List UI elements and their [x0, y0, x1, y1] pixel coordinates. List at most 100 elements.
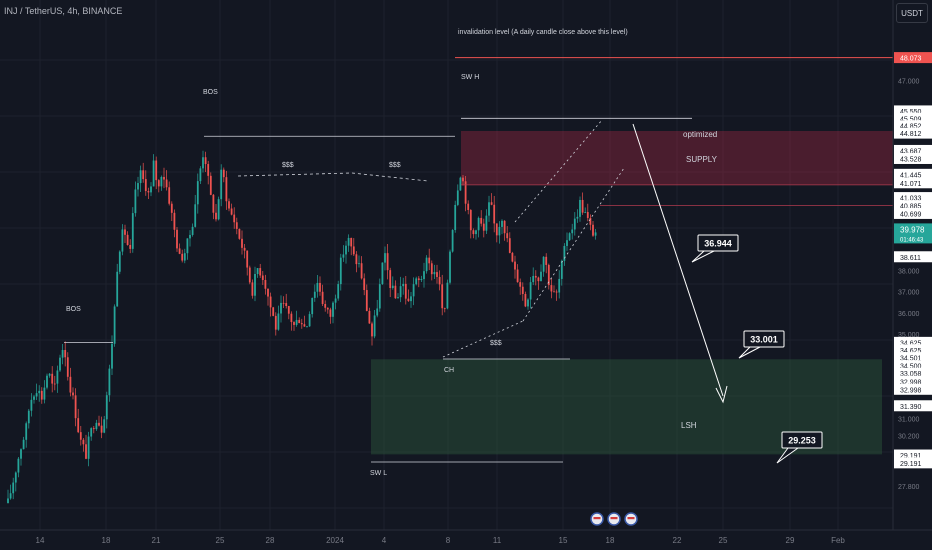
- time-tick-label: 29: [786, 536, 795, 545]
- price-axis[interactable]: 47.000 38.000 37.000 36.000 35.000 31.000 30.2…: [892, 0, 932, 550]
- candle-series: [7, 150, 597, 504]
- candle-body: [399, 286, 402, 298]
- candle-body: [235, 222, 238, 229]
- candle-body: [87, 436, 90, 459]
- price-tag-label[interactable]: 34.501: [900, 356, 922, 363]
- candle-body: [183, 253, 186, 261]
- flag-stripe: [627, 517, 635, 520]
- price-tag-label[interactable]: 34.625: [900, 348, 922, 355]
- candle-body: [373, 315, 376, 337]
- candle-body: [241, 238, 243, 248]
- price-tag-box: [894, 200, 932, 212]
- candle-body: [454, 204, 457, 231]
- price-tag-label[interactable]: 44.812: [900, 131, 922, 138]
- candle-body: [368, 310, 371, 324]
- candle-body: [495, 223, 498, 236]
- candle-body: [168, 187, 171, 204]
- price-tag-label[interactable]: 33.058: [900, 371, 922, 378]
- supply-zone[interactable]: [461, 131, 893, 185]
- candle-body: [342, 254, 345, 258]
- candle-body: [207, 164, 210, 176]
- price-tag-label[interactable]: 45.550: [900, 109, 922, 116]
- candle-body: [417, 278, 420, 281]
- price-tag-label[interactable]: 32.998: [900, 387, 922, 394]
- channel-lower-line[interactable]: [522, 167, 625, 322]
- target-callout-box[interactable]: [697, 234, 739, 252]
- candle-body: [514, 261, 516, 270]
- candle-body: [92, 428, 95, 430]
- price-tag-label[interactable]: 38.611: [900, 255, 921, 262]
- candle-body: [558, 278, 561, 293]
- current-price-label: 39.978: [900, 225, 925, 234]
- target-callout-pointer: [691, 250, 715, 263]
- price-tag-label[interactable]: 43.687: [900, 148, 922, 155]
- candle-body: [220, 169, 223, 200]
- price-tag-label[interactable]: 45.509: [900, 116, 922, 123]
- candle-body: [285, 303, 288, 307]
- liquidity-line[interactable]: [237, 172, 429, 182]
- supply-zone-label: optimized: [683, 130, 717, 139]
- candle-body: [233, 214, 236, 223]
- price-tag-label[interactable]: 48.073: [900, 56, 922, 63]
- currency-button[interactable]: USDT: [896, 3, 928, 23]
- current-price-tag[interactable]: [894, 223, 932, 244]
- candle-body: [238, 228, 241, 239]
- candle-body: [584, 212, 587, 213]
- price-tag-label[interactable]: 34.625: [900, 340, 922, 347]
- price-tag-label[interactable]: 41.071: [900, 181, 922, 188]
- price-tag-label[interactable]: 40.885: [900, 204, 922, 211]
- candle-body: [360, 263, 363, 279]
- candle-body: [274, 315, 277, 330]
- drawing-layer[interactable]: invalidation level (A daily candle close…: [64, 29, 893, 477]
- candle-body: [321, 291, 324, 304]
- price-tag-label[interactable]: 29.191: [900, 461, 922, 468]
- candle-body: [389, 270, 392, 289]
- candle-body: [430, 263, 433, 275]
- price-tick-label: 31.000: [898, 416, 920, 423]
- price-tag-box: [894, 457, 932, 469]
- swing-high-label: SW H: [461, 74, 479, 81]
- target-callout-label[interactable]: 29.253: [788, 436, 816, 446]
- price-tag-label[interactable]: 34.500: [900, 364, 922, 371]
- candle-body: [248, 267, 251, 283]
- candle-body: [592, 224, 594, 236]
- candle-body: [376, 308, 379, 316]
- price-tag-label[interactable]: 40.699: [900, 211, 922, 218]
- price-tick-label: 35.000: [898, 332, 920, 339]
- candle-body: [290, 313, 293, 323]
- price-tag-label[interactable]: 44.852: [900, 124, 922, 131]
- channel-upper-line[interactable]: [514, 119, 603, 223]
- candle-body: [155, 160, 158, 181]
- candle-body: [25, 423, 28, 440]
- price-tag-label[interactable]: 29.191: [900, 453, 922, 460]
- candle-body: [477, 217, 480, 231]
- target-callout-label[interactable]: 33.001: [750, 335, 778, 345]
- price-tag-box: [894, 152, 932, 164]
- event-markers[interactable]: [590, 512, 638, 526]
- candle-body: [261, 275, 264, 280]
- flag-stripe: [593, 517, 601, 520]
- candle-body: [540, 271, 542, 282]
- candle-body: [103, 419, 106, 433]
- projection-arrow-line[interactable]: [632, 123, 724, 397]
- price-tag-box: [894, 120, 932, 132]
- candle-body: [254, 273, 256, 296]
- time-tick-label: 4: [382, 536, 387, 545]
- price-tag-label[interactable]: 31.390: [900, 404, 922, 411]
- target-callout-box[interactable]: [743, 330, 785, 348]
- price-tag-label[interactable]: 41.445: [900, 172, 922, 179]
- time-axis[interactable]: 14 18 21 25 28 2024 4 8 11 15 18 22 25 29 Feb: [0, 529, 932, 545]
- price-tag-label[interactable]: 41.033: [900, 196, 922, 203]
- price-tag-label[interactable]: 43.528: [900, 156, 922, 163]
- change-of-character-label: CH: [444, 367, 454, 374]
- candle-body: [467, 203, 470, 211]
- candle-body: [124, 229, 126, 235]
- candle-body: [407, 298, 410, 302]
- candle-body: [105, 395, 108, 420]
- price-tag-label[interactable]: 32.998: [900, 379, 922, 386]
- target-callout-label[interactable]: 36.944: [704, 239, 732, 249]
- candle-body: [568, 233, 571, 241]
- target-callout-box[interactable]: [781, 431, 823, 449]
- candle-body: [384, 253, 386, 263]
